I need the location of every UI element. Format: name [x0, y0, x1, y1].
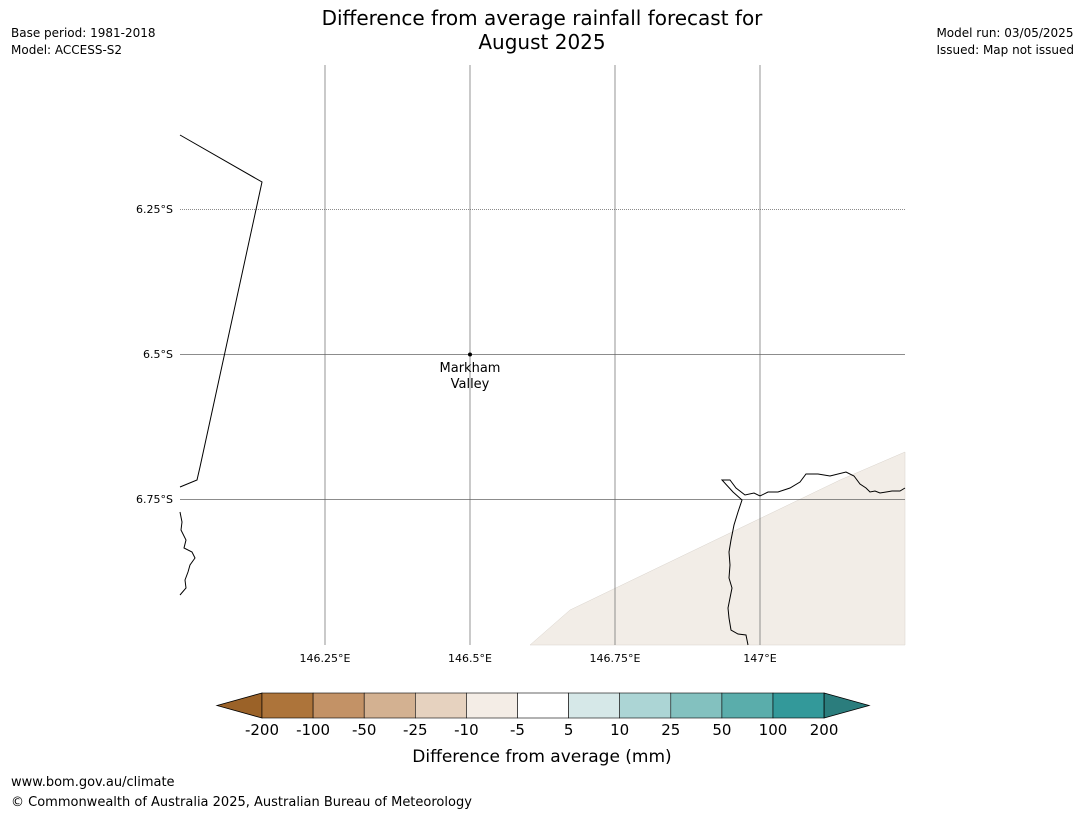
- colorbar-segment: [772, 692, 825, 719]
- colorbar-segment: [363, 692, 416, 719]
- issued-status: Issued: Map not issued: [936, 43, 1074, 57]
- map-title: Difference from average rainfall forecas…: [242, 6, 842, 54]
- colorbar-arrow-low: [215, 692, 263, 719]
- model-name: Model: ACCESS-S2: [11, 43, 123, 57]
- coastline-east: [720, 471, 906, 646]
- colorbar-segment: [619, 692, 672, 719]
- lat-label-6-5: 6.5°S: [143, 348, 173, 361]
- colorbar-segment: [312, 692, 365, 719]
- metadata-left: Base period: 1981-2018 Model: ACCESS-S2: [11, 25, 156, 59]
- footer-url: www.bom.gov.au/climate: [11, 775, 175, 790]
- boundaries: [179, 134, 906, 646]
- lon-label-146-5: 146.5°E: [448, 652, 492, 665]
- lon-label-146-75: 146.75°E: [590, 652, 641, 665]
- colorbar-tick-label: -5: [510, 721, 525, 739]
- colorbar-segment: [261, 692, 314, 719]
- colorbar-tick-label: -10: [454, 721, 479, 739]
- title-line-1: Difference from average rainfall forecas…: [321, 6, 763, 30]
- coastline-west: [179, 511, 196, 596]
- longitude-labels: 146.25°E 146.5°E 146.75°E 147°E: [300, 652, 777, 665]
- colorbar-tick-label: -25: [403, 721, 428, 739]
- colorbar-tick-label: 25: [661, 721, 680, 739]
- colorbar-segment: [466, 692, 518, 719]
- boundary-line-west: [179, 134, 263, 488]
- colorbar-tick-label: -50: [352, 721, 377, 739]
- lat-label-6-25: 6.25°S: [136, 203, 173, 216]
- colorbar-tick-label: 5: [564, 721, 574, 739]
- colorbar-segment: [670, 692, 723, 719]
- lon-label-146-25: 146.25°E: [300, 652, 351, 665]
- base-period: Base period: 1981-2018: [11, 26, 156, 40]
- colorbar-title: Difference from average (mm): [412, 747, 671, 767]
- colorbar-tick-label: 10: [610, 721, 629, 739]
- colorbar-arrow-high: [823, 692, 871, 719]
- footer-copyright: © Commonwealth of Australia 2025, Austra…: [11, 795, 472, 810]
- latitude-labels: 6.25°S 6.5°S 6.75°S: [136, 203, 173, 506]
- colorbar-tick-label: 100: [759, 721, 788, 739]
- metadata-right: Model run: 03/05/2025 Issued: Map not is…: [936, 25, 1074, 59]
- colorbar: -200 -100 -50 -25 -10 -5 5 10 25 50 100 200: [215, 692, 871, 739]
- title-line-2: August 2025: [478, 30, 606, 54]
- graticule: [180, 65, 905, 645]
- colorbar-tick-label: 50: [712, 721, 731, 739]
- colorbar-tick-label: 200: [810, 721, 839, 739]
- colorbar-segment: [414, 692, 467, 719]
- land-area: [529, 451, 906, 646]
- colorbar-tick-label: -100: [296, 721, 330, 739]
- lat-label-6-75: 6.75°S: [136, 493, 173, 506]
- lon-label-147: 147°E: [743, 652, 776, 665]
- location-marker: [468, 352, 472, 357]
- colorbar-segment: [517, 692, 569, 719]
- model-run: Model run: 03/05/2025: [936, 26, 1074, 40]
- place-name-line-1: Markham: [440, 361, 501, 376]
- colorbar-segment: [568, 692, 620, 719]
- colorbar-tick-label: -200: [245, 721, 279, 739]
- colorbar-segment: [721, 692, 774, 719]
- place-name-line-2: Valley: [451, 377, 490, 392]
